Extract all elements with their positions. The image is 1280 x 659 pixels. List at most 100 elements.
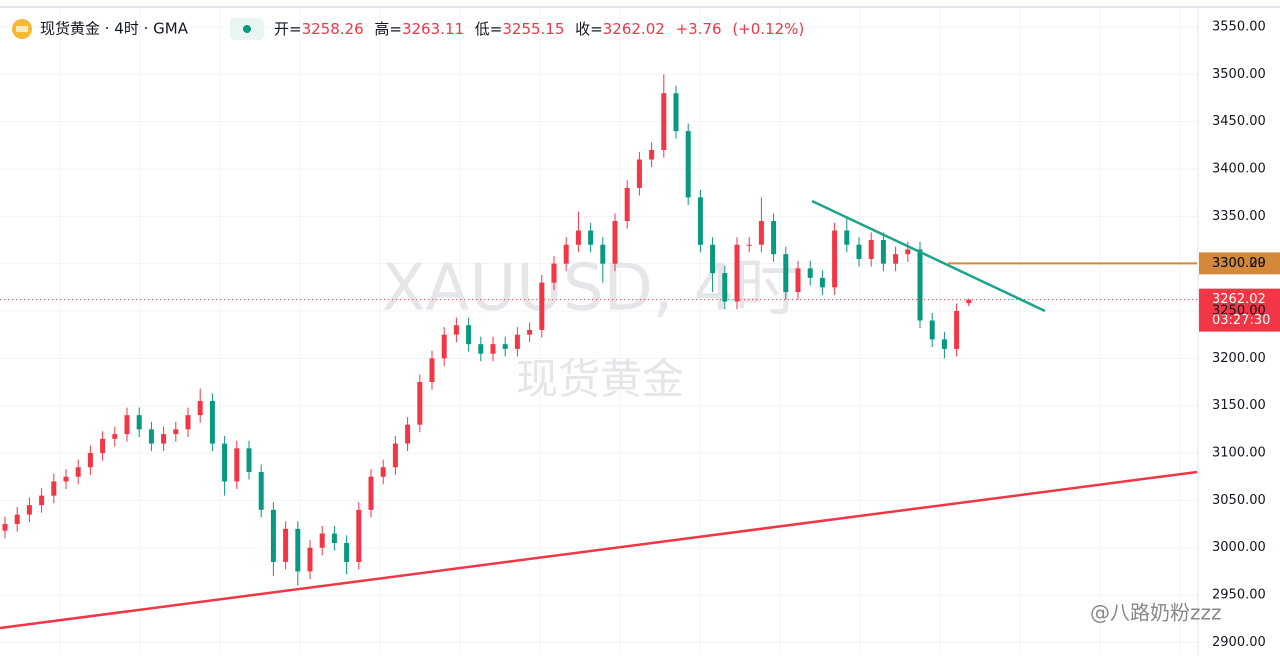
y-tick-label: 3000.00 [1212,540,1266,555]
candle-body [880,239,886,264]
levels: 3300.29 3262.02 03:27:30 [0,252,1280,332]
resistance-trendline [811,199,1046,313]
candle-body [673,93,679,132]
candle-body [905,249,911,255]
candle-body [539,282,545,330]
level-label-box [1199,252,1280,275]
candle-body [710,244,716,274]
y-tick-label: 3150.00 [1212,398,1266,413]
change-pct: (+0.12%) [732,20,804,38]
y-tick-label: 3300.00 [1212,256,1266,271]
candle-body [148,429,154,444]
candle-body [39,495,45,506]
candle-body [490,344,496,354]
watermark: XAUUSD, 4时 [382,252,799,326]
status-dot [243,25,251,33]
price-label-box [1199,288,1280,332]
candle-body [844,230,850,245]
candle-body [429,358,435,383]
candle-body [75,467,81,477]
candle-body [514,334,520,349]
candle-body [807,268,813,278]
candle-body [697,197,703,245]
candle-body [112,434,118,439]
candle-body [758,221,764,245]
candle-body [258,471,264,510]
candle-body [136,415,142,430]
y-tick-label: 3350.00 [1212,209,1266,224]
candle-body [209,400,215,444]
candle-body [331,533,337,543]
open-value: 3258.26 [302,20,364,38]
candle-body [319,533,325,548]
candle-body [941,339,947,349]
candle-body [14,514,20,525]
candles [2,74,972,586]
credit: @八路奶粉zzz [1090,601,1222,625]
high-label: 高= [374,20,402,38]
symbol-icon-bar [16,26,28,32]
candle-body [380,467,386,477]
candle-body [185,415,191,430]
y-tick-label: 2950.00 [1212,588,1266,603]
price-label: 3262.02 [1212,292,1266,307]
candle-body [173,429,179,435]
candle-body [234,448,240,482]
y-tick-label: 2900.00 [1212,635,1266,650]
change: +3.76 [676,20,722,38]
candle-body [954,311,960,349]
y-tick-label: 3100.00 [1212,446,1266,461]
candle-body [478,344,484,354]
countdown: 03:27:30 [1212,313,1270,328]
candle-body [966,299,972,304]
candle-body [551,263,557,283]
candle-body [527,329,533,335]
low-label: 低= [475,20,503,38]
candle-body [588,230,594,245]
y-tick-label: 3250.00 [1212,304,1266,319]
y-tick-label: 3550.00 [1212,19,1266,34]
y-tick-label: 3050.00 [1212,493,1266,508]
candle-body [832,230,838,288]
y-tick-label: 3400.00 [1212,161,1266,176]
candle-body [466,325,472,345]
high-value: 3263.11 [402,20,464,38]
candle-body [295,528,301,572]
candle-body [441,334,447,359]
candle-body [624,187,630,222]
level-label: 3300.29 [1212,256,1266,271]
support-trendline [0,470,1198,630]
y-tick-label: 3500.00 [1212,67,1266,82]
watermark-sub: 现货黄金 [516,355,684,404]
open-label: 开= [274,20,302,38]
candle-body [2,524,8,531]
candle-body [26,505,32,515]
candle-body [502,344,508,349]
candle-body [917,249,923,321]
candle-body [100,438,106,454]
candle-body [405,424,411,444]
candle-body [600,244,606,264]
candle-body [63,476,69,482]
candle-body [51,481,57,496]
candle-body [893,254,899,264]
candle-body [575,230,581,245]
candle-body [722,273,728,302]
candle-body [783,254,789,293]
candle-body [734,244,740,302]
candle-body [283,528,289,562]
candle-body [453,325,459,335]
candle-body [868,239,874,259]
low-value: 3255.15 [502,20,564,38]
candle-body [222,443,228,482]
candle-body [856,244,862,259]
candle-body [746,244,752,246]
candle-body [270,509,276,562]
grid [0,8,1197,655]
y-tick-label: 3450.00 [1212,114,1266,129]
symbol: 现货黄金 · 4时 · GMA [40,20,189,38]
candle-body [124,415,130,435]
candle-body [771,221,777,255]
candle-body [929,320,935,340]
